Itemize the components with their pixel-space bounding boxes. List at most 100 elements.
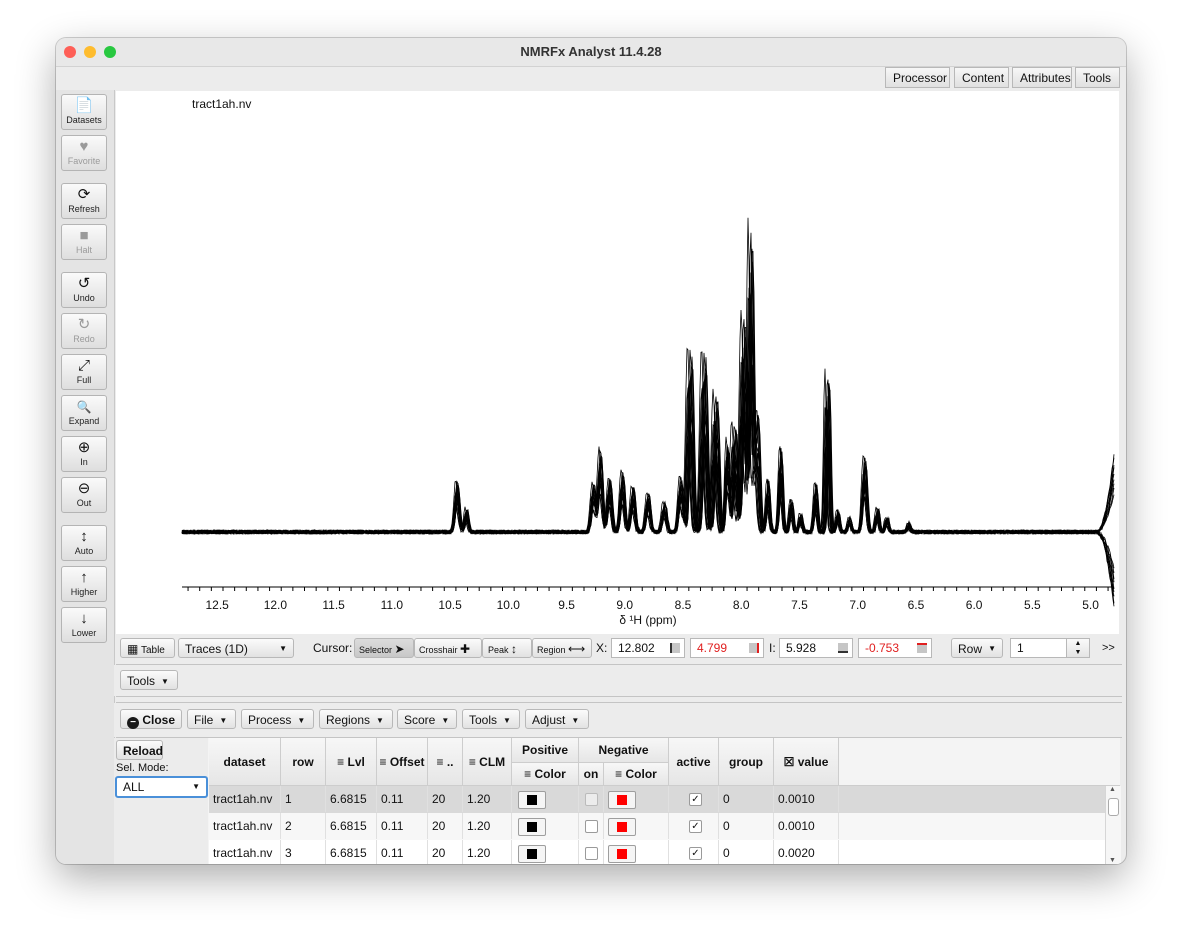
spectrum-trace: [181, 297, 1115, 592]
col-row-header[interactable]: row: [281, 738, 326, 786]
search-icon: 🔍: [76, 400, 92, 414]
col-group-header[interactable]: group: [719, 738, 774, 786]
table-row[interactable]: tract1ah.nv 3 6.6815 0.11 20 1.20 ✓ 0 0.0020: [209, 840, 1105, 864]
col-clm-header[interactable]: ≡ CLM: [463, 738, 512, 786]
neg-color-label: Color: [625, 767, 657, 781]
col-on-header[interactable]: on: [579, 763, 604, 786]
lower-button[interactable]: ↓ Lower: [61, 607, 107, 643]
tools2-menu-button[interactable]: Tools ▼: [462, 709, 520, 729]
col-pos-color-header[interactable]: ≡ Color: [512, 763, 579, 786]
negative-color-button[interactable]: [604, 786, 669, 812]
negative-on-checkbox[interactable]: [579, 786, 604, 812]
swatch-icon: [838, 643, 848, 653]
vertical-scrollbar[interactable]: ▲ ▼: [1105, 786, 1121, 864]
display-mode-select[interactable]: Traces (1D) ▼: [178, 638, 294, 658]
zoom-out-button[interactable]: ⊖ Out: [61, 477, 107, 513]
redo-button[interactable]: ↻ Redo: [61, 313, 107, 349]
tab-attributes[interactable]: Attributes: [1012, 67, 1072, 88]
file-label: File: [194, 713, 214, 727]
process-menu-button[interactable]: Process ▼: [241, 709, 314, 729]
full-button[interactable]: ⤢ Full: [61, 354, 107, 390]
col-active-header[interactable]: active: [669, 738, 719, 786]
adjust-menu-button[interactable]: Adjust ▼: [525, 709, 589, 729]
i2-field[interactable]: -0.753: [858, 638, 932, 658]
table-button[interactable]: ▦ Table: [120, 638, 175, 658]
auto-button[interactable]: ↕ Auto: [61, 525, 107, 561]
cell-lvl: 6.6815: [326, 786, 377, 812]
refresh-button[interactable]: ⟳ Refresh: [61, 183, 107, 219]
active-checkbox[interactable]: ✓: [669, 786, 719, 812]
higher-button[interactable]: ↑ Higher: [61, 566, 107, 602]
positive-color-button[interactable]: [512, 840, 579, 864]
cursor-label: Cursor:: [313, 641, 353, 655]
active-checkbox[interactable]: ✓: [669, 840, 719, 864]
col-positive-header: Positive: [512, 738, 579, 763]
zoom-in-button[interactable]: ⊕ In: [61, 436, 107, 472]
dataset-table-area: Reload Sel. Mode: ALL ▼ dataset row ≡ Lvl…: [114, 738, 1121, 864]
halt-button[interactable]: ■ Halt: [61, 224, 107, 260]
x2-field[interactable]: 4.799: [690, 638, 764, 658]
row-spinner-value: 1: [1017, 641, 1024, 655]
menu-lines-icon: ≡: [337, 755, 345, 769]
spectrum-chart[interactable]: tract1ah.nv 12.5 12.0 11.5 11.0 10.5 10.0 9.5 9…: [116, 91, 1119, 634]
x1-field[interactable]: 12.802: [611, 638, 685, 658]
reload-button[interactable]: Reload: [116, 740, 163, 760]
cursor-selector-button[interactable]: Selector ➤: [354, 638, 414, 658]
tab-tools[interactable]: Tools: [1075, 67, 1120, 88]
more-button[interactable]: >>: [1102, 642, 1115, 654]
col-lvl-header[interactable]: ≡ Lvl: [326, 738, 377, 786]
checkbox-icon: [585, 793, 598, 807]
heart-icon: ♥: [79, 138, 89, 155]
table-row[interactable]: tract1ah.nv 1 6.6815 0.11 20 1.20 ✓ 0 0.0010: [209, 786, 1105, 814]
tools-menu-button[interactable]: Tools ▼: [120, 670, 178, 690]
scrollbar-thumb[interactable]: [1108, 798, 1119, 816]
chevron-down-icon: ▼: [279, 644, 287, 653]
regions-label: Regions: [326, 713, 371, 727]
expand-button[interactable]: 🔍 Expand: [61, 395, 107, 431]
col-offset-header[interactable]: ≡ Offset: [377, 738, 428, 786]
score-menu-button[interactable]: Score ▼: [397, 709, 457, 729]
negative-on-checkbox[interactable]: [579, 813, 604, 839]
spectrum-trace: [181, 310, 1115, 589]
spectrum-trace: [181, 232, 1115, 607]
close-window-button[interactable]: [64, 46, 76, 58]
cursor-region-button[interactable]: Region ⟷: [532, 638, 592, 658]
positive-color-button[interactable]: [512, 813, 579, 839]
file-menu-button[interactable]: File ▼: [187, 709, 236, 729]
scroll-up-icon[interactable]: ▲: [1109, 786, 1116, 793]
row-spinner[interactable]: 1 ▲ ▼: [1010, 638, 1090, 658]
cell-row: 2: [281, 813, 326, 839]
negative-on-checkbox[interactable]: [579, 840, 604, 864]
datasets-button[interactable]: 📄 Datasets: [61, 94, 107, 130]
sel-mode-select[interactable]: ALL ▼: [115, 776, 208, 798]
tab-content[interactable]: Content: [954, 67, 1009, 88]
checkmark-icon: ✓: [689, 820, 702, 834]
table-row[interactable]: tract1ah.nv 2 6.6815 0.11 20 1.20 ✓ 0 0.0010: [209, 813, 1105, 841]
positive-color-button[interactable]: [512, 786, 579, 812]
cell-clm: 1.20: [463, 786, 512, 812]
regions-menu-button[interactable]: Regions ▼: [319, 709, 393, 729]
close-panel-button[interactable]: − Close: [120, 709, 182, 729]
active-checkbox[interactable]: ✓: [669, 813, 719, 839]
col-neg-color-header[interactable]: ≡ Color: [604, 763, 669, 786]
col-dataset-header[interactable]: dataset: [209, 738, 281, 786]
expand-label: Expand: [68, 416, 100, 426]
cursor-peak-button[interactable]: Peak ↕: [482, 638, 532, 658]
favorite-button[interactable]: ♥ Favorite: [61, 135, 107, 171]
zoom-window-button[interactable]: [104, 46, 116, 58]
undo-button[interactable]: ↺ Undo: [61, 272, 107, 308]
i1-field[interactable]: 5.928: [779, 638, 853, 658]
scroll-down-icon[interactable]: ▼: [1109, 857, 1116, 864]
cursor-crosshair-button[interactable]: Crosshair ✚: [414, 638, 482, 658]
sel-mode-value: ALL: [123, 780, 145, 794]
row-select[interactable]: Row ▼: [951, 638, 1003, 658]
tools-label: Tools: [127, 674, 156, 688]
negative-color-button[interactable]: [604, 813, 669, 839]
minimize-window-button[interactable]: [84, 46, 96, 58]
negative-color-button[interactable]: [604, 840, 669, 864]
cell-offset: 0.11: [377, 840, 428, 864]
tab-processor[interactable]: Processor: [885, 67, 950, 88]
spectrum-plot[interactable]: tract1ah.nv 12.5 12.0 11.5 11.0 10.5 10.0 9.5 9…: [116, 91, 1119, 634]
col-dots-header[interactable]: ≡ ..: [428, 738, 463, 786]
col-value-header[interactable]: ☒ value: [774, 738, 839, 786]
